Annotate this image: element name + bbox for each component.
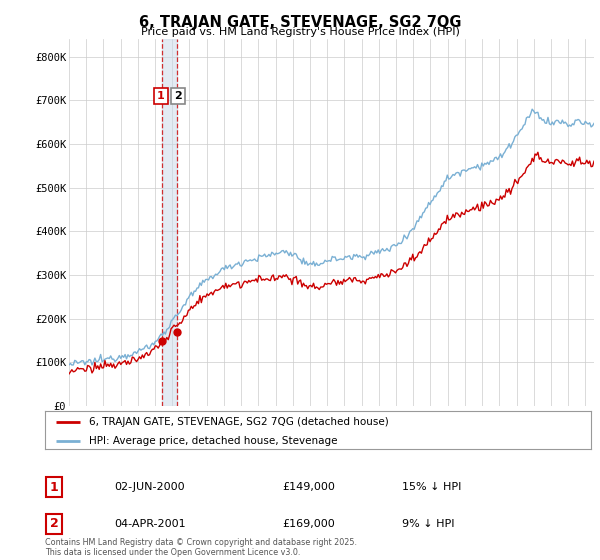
- Text: 2: 2: [174, 91, 182, 101]
- Bar: [162, 39, 177, 406]
- Text: Contains HM Land Registry data © Crown copyright and database right 2025.
This d: Contains HM Land Registry data © Crown c…: [45, 538, 357, 557]
- Text: 2: 2: [50, 517, 58, 530]
- Text: £169,000: £169,000: [282, 519, 335, 529]
- Text: 02-JUN-2000: 02-JUN-2000: [114, 482, 185, 492]
- Text: £149,000: £149,000: [282, 482, 335, 492]
- Text: 04-APR-2001: 04-APR-2001: [114, 519, 185, 529]
- Text: 9% ↓ HPI: 9% ↓ HPI: [402, 519, 455, 529]
- Text: 6, TRAJAN GATE, STEVENAGE, SG2 7QG (detached house): 6, TRAJAN GATE, STEVENAGE, SG2 7QG (deta…: [89, 417, 388, 427]
- Text: 1: 1: [50, 480, 58, 494]
- Text: Price paid vs. HM Land Registry's House Price Index (HPI): Price paid vs. HM Land Registry's House …: [140, 27, 460, 37]
- Text: HPI: Average price, detached house, Stevenage: HPI: Average price, detached house, Stev…: [89, 436, 337, 446]
- Text: 6, TRAJAN GATE, STEVENAGE, SG2 7QG: 6, TRAJAN GATE, STEVENAGE, SG2 7QG: [139, 15, 461, 30]
- Text: 1: 1: [157, 91, 165, 101]
- Text: 15% ↓ HPI: 15% ↓ HPI: [402, 482, 461, 492]
